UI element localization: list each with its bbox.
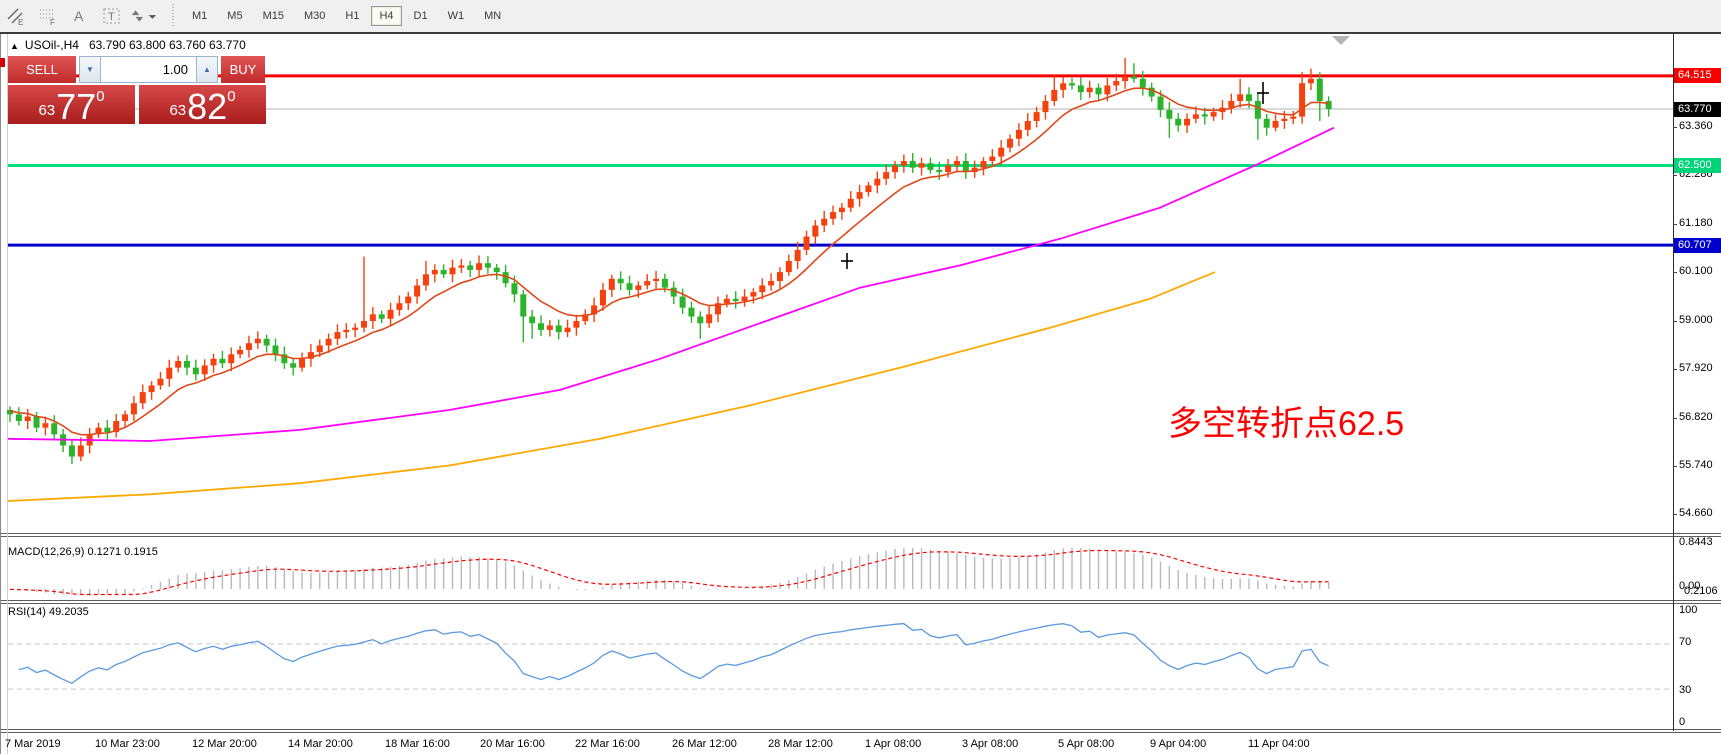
price-axis-tick bbox=[1673, 224, 1677, 226]
fibonacci-retracement-tool[interactable]: F bbox=[34, 4, 62, 28]
panel-separator[interactable] bbox=[0, 533, 1721, 534]
time-axis-label: 22 Mar 16:00 bbox=[575, 738, 640, 750]
sell-price-big: 77 bbox=[56, 86, 97, 127]
macd-signal-line bbox=[9, 549, 1329, 596]
ohlc-values: 63.790 63.800 63.760 63.770 bbox=[88, 38, 246, 52]
price-axis-tick bbox=[1673, 513, 1677, 515]
timeframe-button-d1[interactable]: D1 bbox=[413, 10, 428, 22]
sell-price-pip: 0 bbox=[96, 88, 105, 105]
time-axis-label: 10 Mar 23:00 bbox=[95, 738, 160, 750]
sell-quote-button[interactable]: 63 77 0 bbox=[8, 85, 135, 127]
rsi-line bbox=[18, 622, 1329, 685]
time-axis-label: 9 Apr 04:00 bbox=[1150, 738, 1207, 750]
buy-button[interactable]: BUY bbox=[221, 56, 265, 83]
price-axis-tick bbox=[1673, 272, 1677, 274]
timeframe-button-h1[interactable]: H1 bbox=[345, 10, 360, 22]
time-axis-label: 11 Apr 04:00 bbox=[1248, 738, 1310, 750]
svg-text:F: F bbox=[50, 18, 55, 26]
price-axis-label: 55.740 bbox=[1679, 458, 1713, 471]
volume-input[interactable] bbox=[101, 56, 196, 83]
toolbar: E F A T M1 M5 M15 M30 H1 H4 D1 W1 MN bbox=[0, 0, 1721, 32]
time-axis-label: 26 Mar 12:00 bbox=[672, 738, 737, 750]
price-axis-label: 57.920 bbox=[1679, 361, 1713, 374]
time-axis-label: 28 Mar 12:00 bbox=[768, 738, 833, 750]
window-frame bbox=[0, 34, 1, 754]
macd-current-value-label: 0.2106 bbox=[1684, 585, 1718, 597]
main-chart-area[interactable] bbox=[8, 52, 1673, 533]
timeframe-button-m30[interactable]: M30 bbox=[303, 10, 326, 22]
time-axis-label: 18 Mar 16:00 bbox=[385, 738, 450, 750]
text-box-tool[interactable]: T bbox=[98, 4, 126, 28]
volume-decrease-button[interactable]: ▼ bbox=[79, 56, 101, 83]
macd-axis-top-label: 0.8443 bbox=[1679, 536, 1713, 548]
buy-price-pip: 0 bbox=[227, 88, 236, 105]
price-axis-label: 63.360 bbox=[1679, 120, 1713, 133]
chart-text-annotation: 多空转折点62.5 bbox=[1168, 405, 1405, 443]
arrow-objects-tool[interactable] bbox=[130, 4, 158, 28]
toolbar-separator bbox=[170, 4, 176, 28]
price-tag-60.707: 60.707 bbox=[1674, 237, 1721, 253]
svg-text:E: E bbox=[18, 18, 23, 26]
rsi-indicator-label: RSI(14) 49.2035 bbox=[8, 606, 89, 618]
sell-price-major: 63 bbox=[38, 102, 56, 119]
price-axis-tick bbox=[1673, 368, 1677, 370]
svg-text:A: A bbox=[74, 8, 84, 24]
rsi-axis-label: 30 bbox=[1679, 684, 1692, 696]
time-axis-label: 1 Apr 08:00 bbox=[865, 738, 922, 750]
volume-increase-button[interactable]: ▲ bbox=[196, 56, 218, 83]
price-tag-64.515: 64.515 bbox=[1674, 68, 1721, 84]
timeframe-button-w1[interactable]: W1 bbox=[447, 10, 465, 22]
equidistant-channel-tool[interactable]: E bbox=[2, 4, 30, 28]
price-axis-label: 61.180 bbox=[1679, 217, 1713, 230]
time-axis-label: 3 Apr 08:00 bbox=[962, 738, 1019, 750]
price-axis-label: 56.820 bbox=[1679, 410, 1713, 423]
window-frame bbox=[7, 34, 8, 754]
price-tag-62.500: 62.500 bbox=[1674, 157, 1721, 173]
rsi-axis-label: 70 bbox=[1679, 636, 1692, 648]
price-tag-63.770: 63.770 bbox=[1674, 101, 1721, 117]
price-axis-label: 59.000 bbox=[1679, 314, 1713, 326]
svg-text:T: T bbox=[108, 11, 115, 23]
time-axis-label: 7 Mar 2019 bbox=[5, 738, 61, 750]
buy-price-major: 63 bbox=[169, 102, 187, 119]
price-edge-marker bbox=[0, 58, 5, 67]
buy-quote-button[interactable]: 63 82 0 bbox=[139, 85, 266, 127]
buy-price-big: 82 bbox=[187, 86, 228, 127]
panel-separator bbox=[0, 732, 1721, 733]
price-axis-tick bbox=[1673, 465, 1677, 467]
timeframe-button-mn[interactable]: MN bbox=[484, 10, 502, 22]
panel-separator[interactable] bbox=[0, 600, 1721, 601]
timeframe-button-m1[interactable]: M1 bbox=[192, 10, 208, 22]
macd-indicator-label: MACD(12,26,9) 0.1271 0.1915 bbox=[8, 546, 158, 558]
price-axis-label: 60.100 bbox=[1679, 265, 1713, 278]
price-axis-tick bbox=[1673, 175, 1677, 177]
timeframe-button-m5[interactable]: M5 bbox=[227, 10, 243, 22]
rsi-axis-label: 100 bbox=[1679, 604, 1698, 616]
time-axis-label: 20 Mar 16:00 bbox=[480, 738, 545, 750]
text-label-tool[interactable]: A bbox=[66, 4, 94, 28]
collapse-arrow-icon[interactable]: ▲ bbox=[10, 41, 19, 51]
time-axis-label: 5 Apr 08:00 bbox=[1058, 738, 1115, 750]
chart-shift-marker-icon[interactable] bbox=[1332, 36, 1350, 45]
symbol-title: USOil-,H4 bbox=[24, 38, 79, 52]
price-axis-label: 54.660 bbox=[1679, 506, 1713, 519]
sell-button[interactable]: SELL bbox=[8, 56, 76, 83]
timeframe-button-m15[interactable]: M15 bbox=[262, 10, 284, 22]
timeframe-button-h4[interactable]: H4 bbox=[371, 6, 402, 26]
price-axis-border bbox=[1673, 34, 1674, 731]
price-axis-tick bbox=[1673, 321, 1677, 322]
price-axis-tick bbox=[1673, 417, 1677, 419]
macd-axis-zero-label: 0.00 bbox=[1679, 580, 1701, 592]
chart-title: ▲ USOil-,H4 63.790 63.800 63.760 63.770 bbox=[10, 38, 246, 52]
time-axis-label: 12 Mar 20:00 bbox=[192, 738, 257, 750]
toolbar-border bbox=[0, 32, 1721, 34]
panel-separator[interactable] bbox=[0, 603, 1721, 604]
rsi-axis-label: 0 bbox=[1679, 716, 1686, 728]
time-axis-label: 14 Mar 20:00 bbox=[288, 738, 353, 750]
panel-separator[interactable] bbox=[0, 536, 1721, 537]
price-axis-tick bbox=[1673, 127, 1677, 129]
panel-separator bbox=[0, 729, 1721, 730]
one-click-trading-panel: SELL ▼ ▲ BUY 63 77 0 63 82 0 bbox=[8, 56, 266, 127]
